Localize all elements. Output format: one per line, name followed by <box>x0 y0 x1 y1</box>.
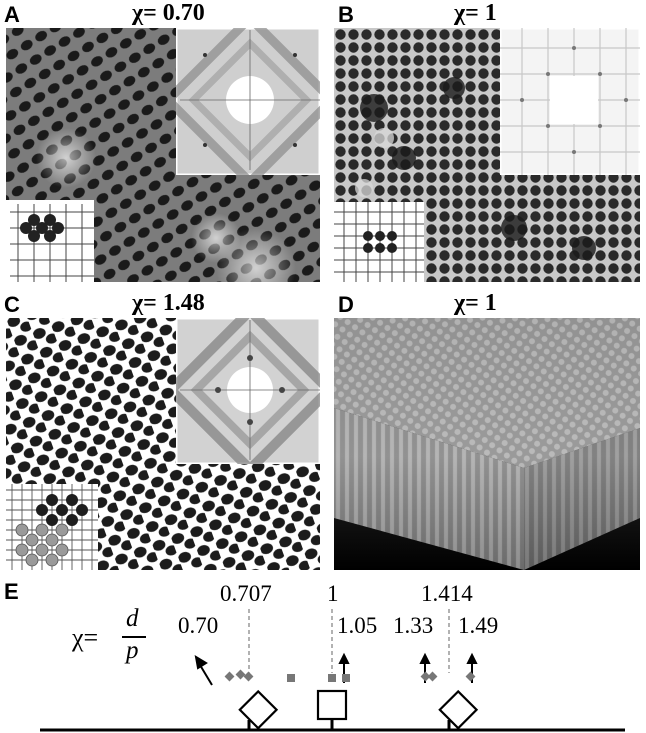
panel-a-fft-inset <box>176 28 320 175</box>
chi-scale-diagram <box>40 609 625 732</box>
chi-equation-symbol: χ= <box>72 623 99 652</box>
marker-square-2 <box>328 674 336 682</box>
marker-diamond-5 <box>427 671 438 682</box>
panel-c-micrograph <box>6 318 320 570</box>
ref-value-1: 1 <box>327 581 339 606</box>
panel-b-micrograph <box>334 28 640 282</box>
chi-numerator: d <box>126 605 139 632</box>
ref-value-1414: 1.414 <box>421 581 473 606</box>
measured-value-070: 0.70 <box>178 613 219 638</box>
panel-a-lattice-inset <box>6 200 94 282</box>
panel-b: B χ= 1 <box>326 0 646 285</box>
panel-b-title: χ= 1 <box>454 0 497 26</box>
panel-c-lattice-inset <box>6 484 98 570</box>
panel-c-fft-inset <box>176 318 320 464</box>
marker-diamond-4 <box>420 671 431 682</box>
panel-d-title: χ= 1 <box>454 290 497 316</box>
symbol-square-1 <box>316 689 348 721</box>
panel-a: A χ= 0.70 <box>0 0 322 285</box>
panel-a-title: χ= 0.70 <box>132 0 205 26</box>
panel-e-letter: E <box>4 579 19 604</box>
marker-square-1 <box>287 674 295 682</box>
panel-b-lattice-inset <box>334 202 424 282</box>
panel-c-title: χ= 1.48 <box>132 290 205 316</box>
panel-c-letter: C <box>4 292 20 317</box>
measured-value-133: 1.33 <box>393 613 434 638</box>
marker-diamond-3 <box>243 671 254 682</box>
marker-square-3 <box>342 674 350 682</box>
marker-diamond-1 <box>224 671 235 682</box>
symbol-diamond-0707 <box>238 689 279 730</box>
marker-diamond-6 <box>465 671 476 682</box>
panel-e: E χ= d p 0.707 1 1.414 0.70 1.05 1.33 1.… <box>0 575 646 733</box>
panel-d-cube-render <box>334 318 640 570</box>
measured-value-105: 1.05 <box>337 613 378 638</box>
panel-b-letter: B <box>338 2 354 27</box>
measured-value-149: 1.49 <box>458 613 499 638</box>
panel-d: D χ= 1 <box>326 288 646 572</box>
panel-d-3d-render <box>334 318 640 570</box>
panel-b-fft-inset <box>500 28 640 175</box>
symbol-diamond-1414 <box>438 689 479 730</box>
panel-a-micrograph <box>6 28 320 282</box>
panel-a-letter: A <box>4 2 20 27</box>
fraction-bar <box>122 636 146 638</box>
arrow-070 <box>199 664 213 686</box>
panel-d-letter: D <box>338 292 354 317</box>
chi-denominator: p <box>126 637 139 664</box>
ref-value-0707: 0.707 <box>220 581 272 606</box>
marker-diamond-2 <box>235 669 246 680</box>
panel-c: C χ= 1.48 <box>0 288 322 572</box>
